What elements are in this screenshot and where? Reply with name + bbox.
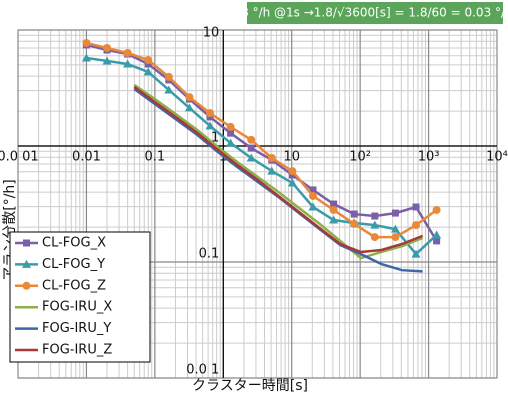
marker — [22, 259, 31, 268]
legend-label: CL-FOG_Y — [42, 257, 105, 272]
marker — [309, 191, 318, 200]
marker — [247, 144, 255, 152]
series-line — [133, 85, 424, 254]
y-tick-label: 0.1 — [199, 247, 220, 262]
marker — [22, 281, 31, 290]
marker — [185, 93, 194, 102]
marker — [144, 56, 153, 65]
annotation-box — [247, 2, 503, 24]
x-axis-title: クラスター時間[s] — [192, 378, 308, 394]
legend-box — [9, 231, 151, 363]
x-tick-label: 0.01 — [72, 150, 101, 165]
x-tick-label: 0.0 01 — [0, 150, 39, 165]
marker — [206, 109, 215, 118]
annotation: 1.8 °/h @1s →1.8/√3600[s] = 1.8/60 = 0.0… — [230, 6, 508, 20]
legend-label: FOG-IRU_Y — [42, 321, 111, 336]
marker — [23, 239, 30, 247]
legend-label: FOG-IRU_X — [42, 300, 112, 315]
marker — [308, 202, 318, 211]
marker — [309, 186, 317, 194]
marker — [370, 233, 379, 242]
marker — [82, 38, 91, 47]
marker — [143, 67, 153, 76]
marker — [412, 203, 420, 211]
y-tick-label: 1 — [211, 131, 219, 146]
marker — [412, 221, 421, 230]
marker — [432, 230, 442, 239]
marker — [227, 129, 235, 137]
legend-label: FOG-IRU_Z — [42, 343, 112, 358]
marker — [102, 56, 112, 65]
legend-label: CL-FOG_X — [42, 236, 106, 251]
marker — [433, 237, 441, 245]
marker — [164, 85, 174, 94]
marker — [103, 43, 112, 52]
marker — [411, 249, 421, 258]
marker — [123, 59, 133, 68]
x-tick-label: 10³ — [418, 150, 440, 165]
x-tick-label: 10 — [283, 150, 300, 165]
legend: CL-FOG_X CL-FOG_Y CL-FOG_Z FOG-IRU_X FOG-IRU… — [9, 231, 151, 363]
marker — [329, 215, 339, 224]
marker — [184, 103, 194, 112]
marker — [350, 219, 359, 228]
marker — [370, 220, 380, 229]
y-tick-label: 0.0 1 — [186, 363, 219, 378]
marker — [246, 153, 256, 162]
marker — [330, 200, 338, 208]
marker — [288, 167, 297, 176]
marker — [267, 154, 276, 163]
marker — [350, 210, 358, 218]
y-tick-label: 10 — [203, 26, 220, 41]
marker — [205, 121, 215, 130]
marker — [329, 205, 338, 214]
marker — [390, 224, 400, 233]
marker — [287, 178, 297, 187]
x-tick-label: 10⁴ — [486, 150, 508, 165]
marker — [391, 233, 400, 242]
marker — [226, 138, 236, 147]
x-tick-label: 10² — [349, 150, 371, 165]
legend-label: CL-FOG_Z — [42, 278, 106, 293]
series-line — [133, 83, 424, 260]
marker — [226, 122, 235, 131]
marker — [391, 209, 399, 217]
marker — [371, 212, 379, 220]
marker — [164, 72, 173, 81]
marker — [123, 48, 132, 57]
x-tick-label: 0.1 — [145, 150, 166, 165]
marker — [432, 205, 441, 214]
marker — [81, 53, 91, 62]
series-line — [86, 56, 438, 256]
marker — [267, 166, 277, 175]
marker — [247, 135, 256, 144]
